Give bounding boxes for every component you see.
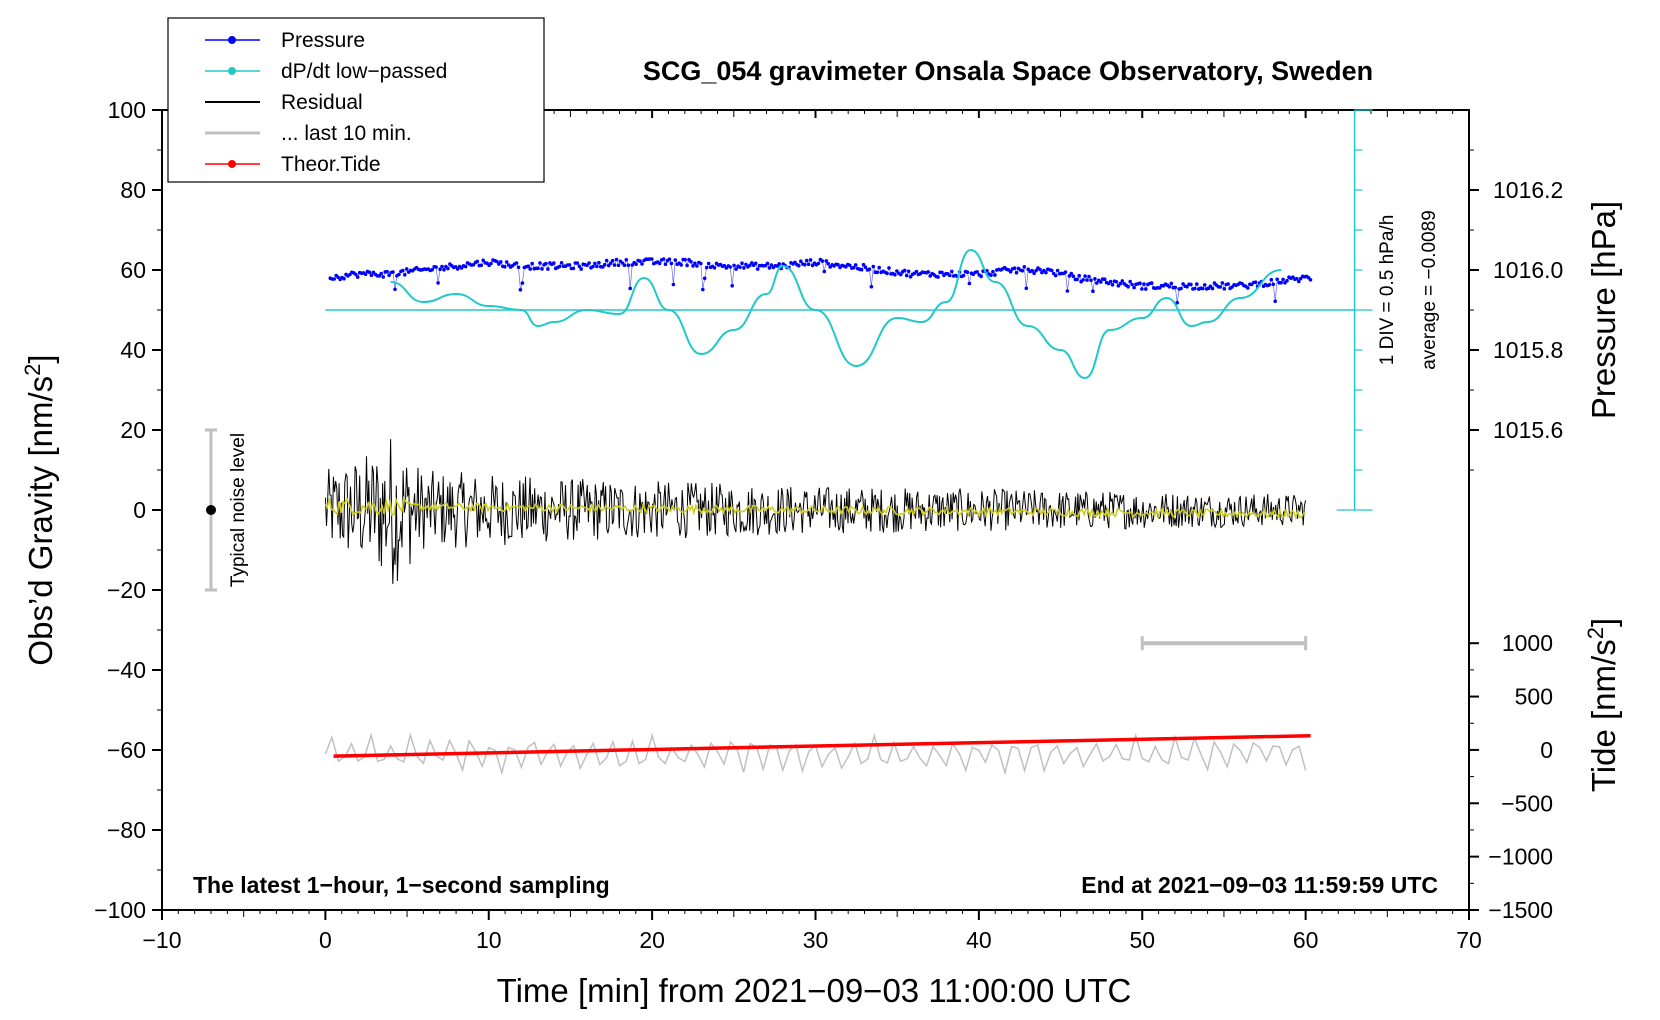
legend: Pressure dP/dt low−passed Residual ... last…: [167, 17, 545, 183]
x-axis-title: Time [min] from 2021−09−03 11:00:00 UTC: [497, 972, 1132, 1009]
tide-tick-label: 1000: [1502, 630, 1553, 656]
y-tick-label: 60: [120, 257, 146, 283]
x-tick-label: 30: [803, 927, 829, 953]
pressure-tick-label: 1015.6: [1493, 417, 1563, 443]
residual-smoothed-line: [324, 495, 1306, 520]
axis-ticks: −10 0 10 20 30 40 50 60 70−100−80−60−40−20020406…: [94, 97, 1563, 953]
noise-bar-center: [206, 505, 217, 515]
legend-items: Pressure dP/dt low−passed Residual ... last…: [205, 29, 447, 176]
legend-label: Theor.Tide: [281, 153, 381, 176]
x-tick-label: −10: [142, 927, 181, 953]
y-axis-title-pressure: Pressure [hPa]: [1585, 201, 1622, 419]
legend-swatch-dot: [228, 160, 236, 168]
legend-box: [167, 17, 545, 183]
x-tick-label: 40: [966, 927, 992, 953]
y-axis-title-tide: Tide [nm/s2]: [1583, 618, 1622, 792]
y-tick-label: −80: [107, 817, 146, 843]
legend-label: ... last 10 min.: [281, 122, 412, 145]
pressure-line: [330, 258, 1311, 303]
data-series: [205, 109, 1373, 776]
chart-title: SCG_054 gravimeter Onsala Space Observat…: [643, 56, 1373, 86]
tide-tick-label: 0: [1540, 737, 1553, 763]
x-tick-label: 50: [1129, 927, 1155, 953]
dpdt-average-label: average = −0.0089: [1419, 210, 1440, 370]
x-tick-label: 60: [1293, 927, 1319, 953]
theor-tide-line: [333, 733, 1311, 758]
legend-swatch-dot: [228, 67, 236, 75]
legend-label: dP/dt low−passed: [281, 60, 447, 83]
legend-swatch-dot: [228, 36, 236, 44]
dpdt-line: [390, 248, 1282, 380]
dpdt-scale-label: 1 DIV = 0.5 hPa/h: [1377, 215, 1398, 366]
tide-tick-label: 500: [1515, 684, 1553, 710]
y-tick-label: −60: [107, 737, 146, 763]
pressure-tick-label: 1016.0: [1493, 257, 1563, 283]
legend-label: Pressure: [281, 29, 365, 52]
note-end-time: End at 2021−09−03 11:59:59 UTC: [1081, 872, 1438, 898]
y-tick-label: −100: [94, 897, 146, 923]
tide-tick-label: −1000: [1488, 844, 1553, 870]
noise-level-label: Typical noise level: [228, 433, 249, 587]
superscript-2: 2: [20, 364, 45, 376]
x-tick-label: 20: [639, 927, 665, 953]
tide-tick-label: −500: [1501, 790, 1553, 816]
y-tick-label: 0: [133, 497, 146, 523]
y-tick-label: 20: [120, 417, 146, 443]
y-tick-label: 40: [120, 337, 146, 363]
pressure-tick-label: 1015.8: [1493, 337, 1563, 363]
superscript-2: 2: [1583, 627, 1608, 639]
y-tick-label: −40: [107, 657, 146, 683]
x-tick-label: 0: [319, 927, 332, 953]
note-sampling: The latest 1−hour, 1−second sampling: [193, 872, 610, 898]
tide-tick-label: −1500: [1488, 897, 1553, 923]
pressure-tick-label: 1016.2: [1493, 177, 1563, 203]
legend-label: Residual: [281, 91, 363, 114]
y-axis-title-left: Obs’d Gravity [nm/s2]: [20, 354, 59, 665]
x-tick-label: 10: [476, 927, 502, 953]
y-tick-label: −20: [107, 577, 146, 603]
y-tick-label: 80: [120, 177, 146, 203]
y-tick-label: 100: [108, 97, 146, 123]
residual-line: [324, 439, 1306, 584]
x-tick-label: 70: [1456, 927, 1482, 953]
